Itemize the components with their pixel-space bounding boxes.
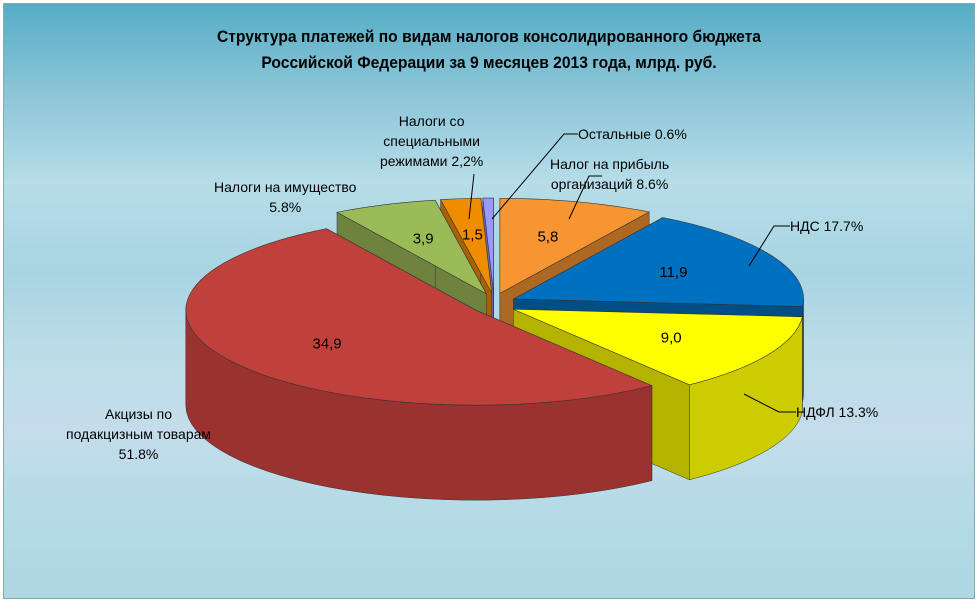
label-excise: Акцизы по подакцизным товарам 51.8% [66, 406, 212, 462]
slice-top [185, 228, 653, 406]
slice-top [336, 199, 488, 295]
leader-line [468, 173, 475, 220]
leader-line [491, 133, 578, 220]
data-label-5: 1,5 [462, 227, 483, 244]
label-property-tax: Налоги на имущество 5.8% [214, 179, 357, 215]
data-label-3: 34,9 [312, 335, 341, 352]
pie-chart: 1,5 5,8 3,9 11,9 9,0 34,9 [185, 133, 804, 501]
leader-line [743, 393, 796, 413]
slice-top [440, 197, 492, 294]
chart-area: Структура платежей по видам налогов конс… [3, 3, 975, 599]
data-label-4: 3,9 [413, 231, 434, 248]
title-line-2: Российской Федерации за 9 месяцев 2013 г… [261, 53, 717, 72]
slice-top [513, 308, 803, 386]
slice-outer-wall [802, 298, 804, 402]
title-line-1: Структура платежей по видам налогов конс… [216, 27, 762, 46]
chart-title: Структура платежей по видам налогов конс… [43, 24, 935, 76]
label-other: Остальные 0.6% [578, 126, 687, 142]
slice-top [482, 197, 494, 294]
data-label-1: 11,9 [659, 264, 687, 281]
data-label-0: 5,8 [537, 229, 558, 246]
slice-top [512, 217, 804, 307]
label-special-regimes: Налоги со специальными режимами 2,2% [380, 113, 484, 169]
leader-line [568, 175, 602, 220]
leader-line [748, 225, 790, 267]
label-ndfl: НДФЛ 13.3% [796, 404, 879, 420]
label-vat: НДС 17.7% [790, 218, 864, 234]
pie-slice-3 [185, 228, 653, 501]
data-label-2: 9,0 [661, 329, 682, 346]
label-profit-tax: Налог на прибыль организаций 8.6% [550, 156, 670, 192]
